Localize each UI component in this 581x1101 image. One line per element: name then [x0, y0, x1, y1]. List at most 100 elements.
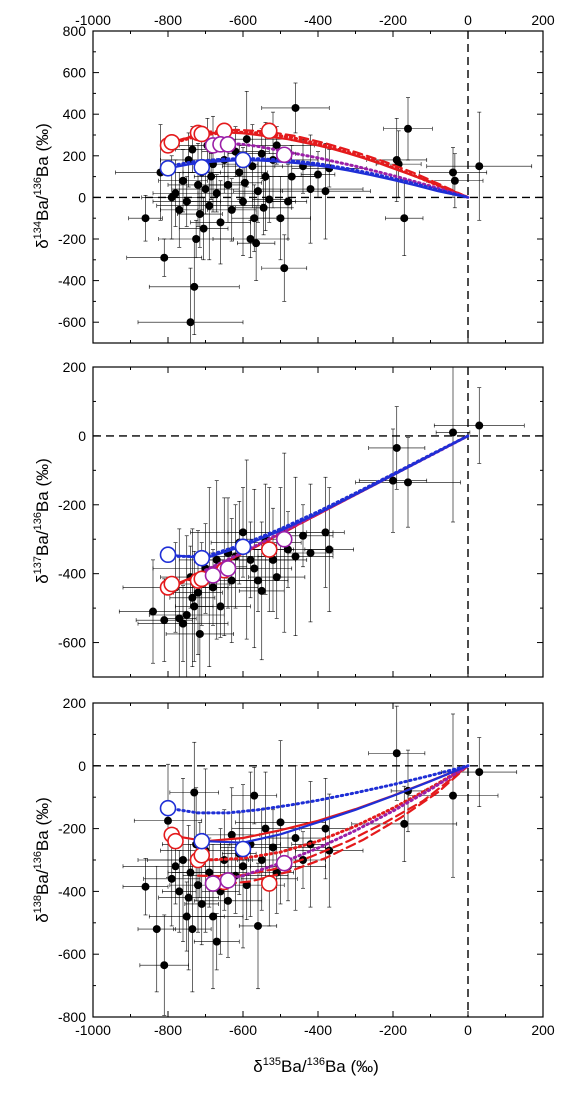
data-point [164, 816, 172, 825]
data-point [291, 103, 300, 112]
data-point [235, 168, 244, 177]
data-point [175, 205, 184, 214]
data-point [194, 180, 202, 189]
model-marker-purple [219, 872, 237, 889]
model-marker-blue [159, 159, 177, 177]
model-marker-red [163, 133, 181, 151]
model-marker-red [163, 575, 181, 593]
data-point [190, 602, 199, 611]
x-tick-label-bottom: -800 [154, 1022, 182, 1038]
model-marker-purple [204, 875, 222, 892]
data-point [188, 145, 197, 154]
data-point [314, 170, 322, 179]
data-point [201, 185, 210, 194]
x-tick-label-bottom: -200 [379, 1022, 407, 1038]
data-point [239, 862, 247, 871]
model-curve-blue-dotted [166, 434, 470, 558]
data-point [212, 555, 221, 564]
data-point [242, 135, 251, 144]
model-marker-blue [234, 538, 252, 556]
model-marker-purple [275, 854, 293, 872]
data-point [160, 961, 169, 970]
data-point [254, 187, 262, 196]
model-marker-red [193, 846, 211, 864]
data-point [171, 189, 180, 198]
data-point [272, 141, 281, 150]
data-point [257, 586, 266, 595]
data-point [269, 843, 277, 852]
model-marker-blue [234, 840, 252, 858]
data-point [325, 545, 334, 554]
y-tick-label: 600 [63, 65, 87, 81]
data-point [197, 899, 206, 908]
data-point [254, 576, 262, 585]
panel-delta134-ticks: -600 -400 -200 0 200 400 600 800-1000 -800 -600 -4… [58, 12, 555, 344]
data-point [212, 937, 221, 946]
data-point [306, 185, 315, 194]
y-tick-label: 200 [63, 359, 87, 375]
data-point [257, 856, 266, 864]
model-marker-blue [193, 158, 211, 176]
data-point [400, 214, 409, 223]
data-point [240, 178, 249, 187]
data-point [141, 882, 150, 891]
data-point [306, 549, 315, 557]
data-point [250, 564, 259, 573]
model-curve-red-dashed [211, 764, 470, 887]
x-tick-label-bottom: 0 [464, 1022, 472, 1038]
y-tick-label: 0 [78, 189, 86, 205]
data-point [199, 224, 208, 233]
panel-delta137-ticks: -600 -400 -200 0 200 [58, 359, 544, 678]
y-tick-label: -200 [58, 821, 86, 837]
y-tick-label: -400 [58, 273, 86, 289]
x-tick-label-bottom: -1000 [75, 1022, 111, 1038]
y-tick-label: 200 [63, 148, 87, 164]
data-point [195, 629, 204, 638]
data-point [246, 235, 255, 243]
y-tick-label: -200 [58, 497, 86, 513]
model-marker-blue [193, 549, 211, 567]
model-marker-purple [219, 136, 237, 153]
data-point [389, 476, 397, 485]
data-point [190, 788, 199, 797]
data-point [257, 149, 266, 158]
data-point [261, 172, 270, 181]
data-point [141, 214, 150, 223]
model-marker-red [167, 832, 184, 850]
panel-delta134: -600 -400 -200 0 200 400 600 800-1000 -800 -600 -4… [32, 12, 555, 344]
data-point [400, 819, 409, 828]
data-point [239, 528, 247, 537]
data-point [209, 583, 217, 592]
data-point [179, 856, 187, 864]
y-tick-label: -400 [58, 566, 86, 582]
model-marker-purple [219, 560, 237, 577]
data-point [224, 896, 232, 905]
data-point [321, 187, 330, 196]
model-marker-red [260, 122, 278, 140]
model-curve-purple-dotted [211, 141, 470, 199]
y-tick-label: 800 [63, 23, 87, 39]
data-point [280, 264, 289, 273]
panel-delta137: -600 -400 -200 0 200 δ137Ba/136Ba (‰) [32, 359, 544, 678]
data-point [259, 203, 268, 212]
data-point [321, 528, 330, 537]
data-point [182, 611, 191, 619]
data-point [248, 162, 257, 171]
data-point [149, 607, 157, 616]
data-point [224, 180, 232, 189]
data-point [254, 921, 262, 930]
x-tick-label-bottom: 200 [531, 1022, 555, 1038]
y-tick-label: 200 [63, 695, 87, 711]
data-point [404, 478, 412, 487]
data-point [216, 602, 225, 611]
x-tick-label-top: -1000 [75, 12, 111, 28]
data-point [265, 195, 274, 204]
x-tick-label-top: -400 [304, 12, 332, 28]
data-point [449, 428, 457, 437]
model-curve-blue-dotted [166, 157, 470, 199]
plot-clip-group [93, 703, 543, 1017]
data-point [186, 318, 195, 327]
